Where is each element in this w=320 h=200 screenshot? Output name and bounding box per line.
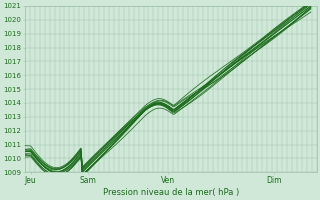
X-axis label: Pression niveau de la mer( hPa ): Pression niveau de la mer( hPa ) — [103, 188, 239, 197]
